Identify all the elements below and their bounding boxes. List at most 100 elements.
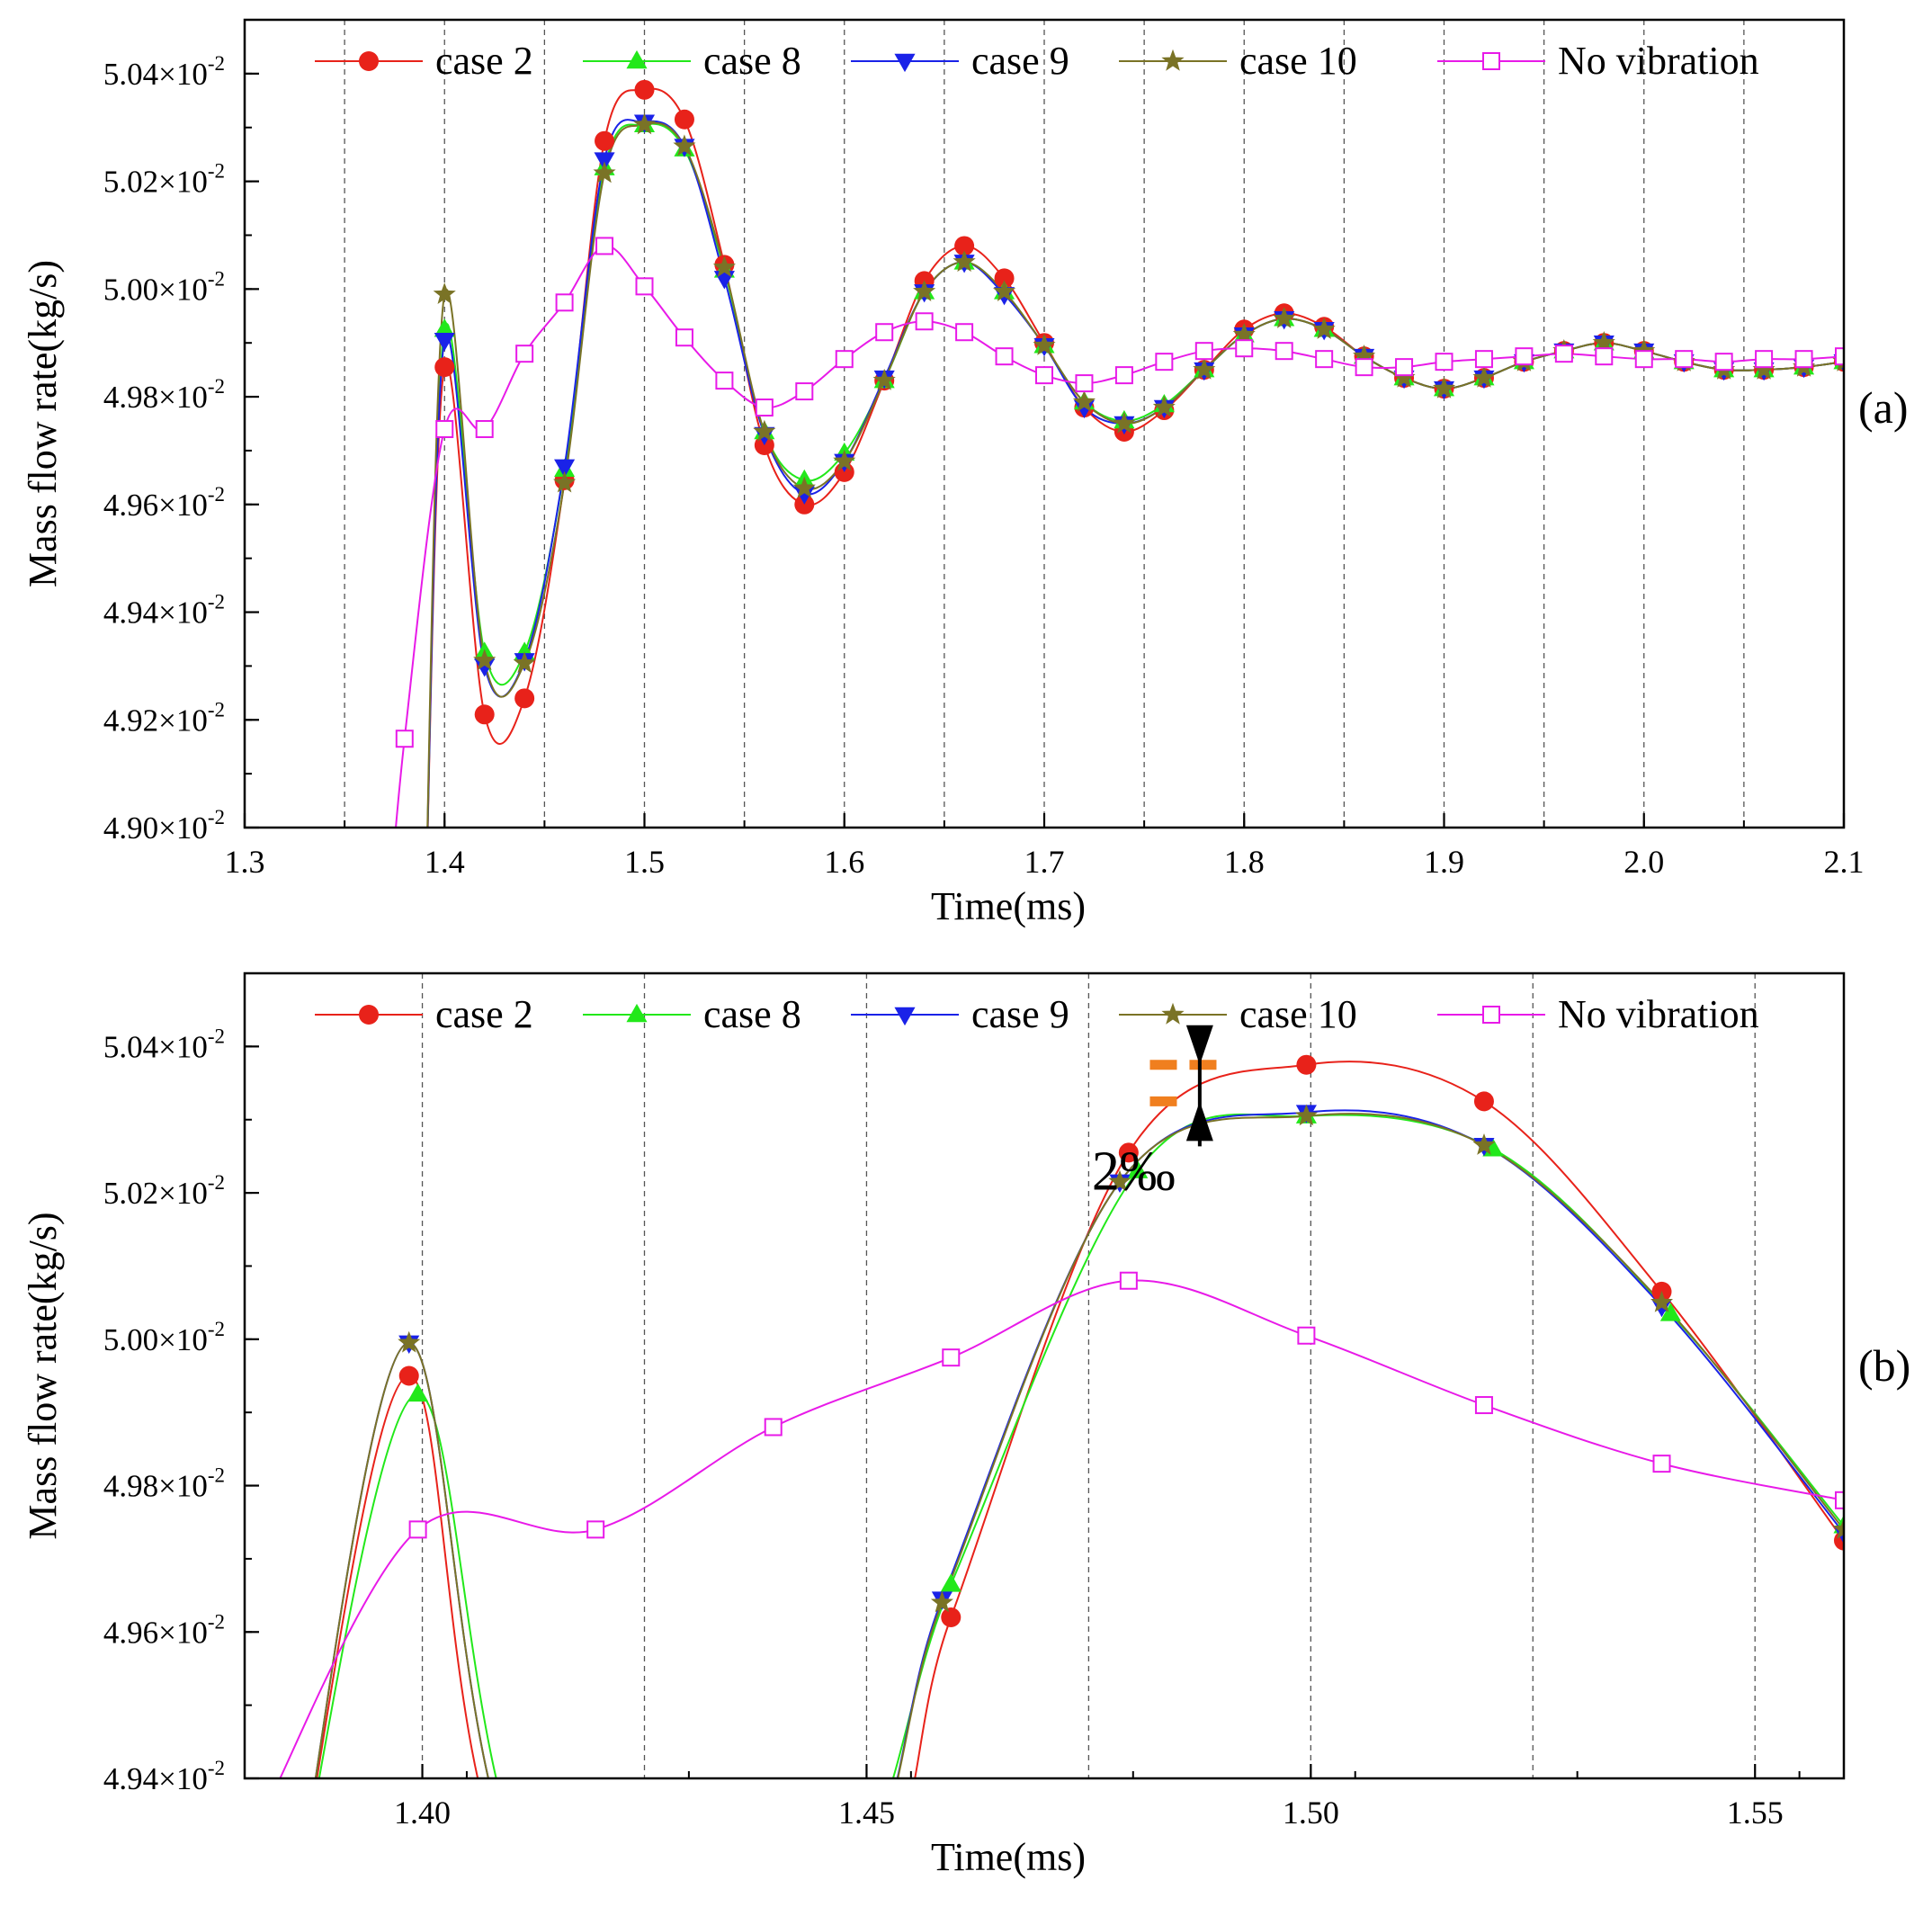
- data-point: [1595, 347, 1614, 366]
- y-tick-label: 5.02×10-2: [103, 1171, 225, 1211]
- plot-area: [279, 1054, 1844, 1778]
- data-point: [474, 704, 495, 725]
- data-point: [753, 419, 776, 442]
- data-point: [940, 1573, 962, 1592]
- data-point: [1472, 365, 1496, 388]
- y-tick-exponent: -2: [208, 52, 225, 75]
- data-point: [555, 293, 574, 312]
- data-point: [395, 730, 414, 748]
- data-point: [514, 688, 535, 709]
- data-point: [1432, 376, 1456, 398]
- data-point: [872, 368, 896, 390]
- legend-marker: [1161, 1002, 1185, 1025]
- panel-label: (b): [1858, 1340, 1910, 1391]
- series-line-no-vibration: [279, 1279, 1844, 1778]
- data-point: [1353, 345, 1376, 366]
- panel-label: (a): [1858, 382, 1909, 433]
- y-tick-label: 4.98×10-2: [103, 1464, 225, 1504]
- data-point: [835, 350, 854, 369]
- legend-label: case 2: [435, 992, 533, 1036]
- data-point: [1832, 1518, 1844, 1539]
- tolerance-annotation: 2‰: [1092, 1025, 1226, 1202]
- data-point: [1119, 1271, 1138, 1290]
- data-point: [434, 318, 455, 337]
- y-tick-exponent: -2: [208, 375, 225, 398]
- plot-frame: [243, 971, 1846, 1780]
- data-point: [1118, 1142, 1139, 1163]
- data-point: [1515, 347, 1534, 366]
- data-point: [675, 328, 693, 347]
- data-point: [995, 347, 1014, 366]
- x-tick-label: 1.5: [624, 844, 665, 880]
- data-point: [408, 1520, 427, 1539]
- data-point: [513, 651, 536, 674]
- y-tick-label: 4.96×10-2: [103, 1610, 225, 1650]
- data-point: [1108, 1169, 1131, 1192]
- data-point: [1472, 1133, 1496, 1155]
- data-point: [1395, 358, 1414, 377]
- y-tick-label: 5.04×10-2: [103, 1025, 225, 1064]
- y-tick-exponent: -2: [208, 1171, 225, 1194]
- data-point: [1294, 1104, 1318, 1126]
- series-markers-no-vibration: [395, 237, 1844, 748]
- data-point: [1114, 366, 1133, 385]
- y-tick-label: 4.94×10-2: [103, 591, 225, 631]
- legend-item-case-10: case 10: [1119, 992, 1357, 1036]
- legend-marker: [626, 49, 648, 69]
- data-point: [1632, 339, 1656, 361]
- x-axis-label: Time(ms): [931, 884, 1086, 928]
- data-point: [793, 486, 815, 505]
- plot-area: [394, 79, 1844, 828]
- y-axis-label: Mass flow rate(kg/s): [21, 260, 65, 587]
- data-point: [1273, 307, 1296, 328]
- data-point: [1714, 353, 1733, 372]
- y-axis-label: Mass flow rate(kg/s): [21, 1212, 65, 1539]
- y-tick-label: 4.90×10-2: [103, 806, 225, 846]
- data-point: [1650, 1290, 1674, 1312]
- data-point: [553, 470, 577, 493]
- data-point: [1474, 1396, 1493, 1415]
- data-point: [1073, 399, 1095, 419]
- series-line-case-10: [314, 1113, 1844, 1778]
- y-tick-exponent: -2: [208, 806, 225, 828]
- y-tick-exponent: -2: [208, 160, 225, 183]
- y-tick-exponent: -2: [208, 1318, 225, 1340]
- data-point: [595, 237, 614, 255]
- data-point: [1554, 345, 1573, 363]
- data-point: [1312, 318, 1336, 339]
- data-point: [993, 280, 1016, 301]
- annotation-label: 2‰: [1092, 1141, 1176, 1202]
- data-point: [515, 345, 534, 363]
- legend-label: case 2: [435, 39, 533, 83]
- legend-label: case 10: [1239, 39, 1357, 83]
- y-tick-label: 4.98×10-2: [103, 375, 225, 415]
- data-point: [755, 398, 774, 417]
- data-point: [435, 419, 454, 438]
- data-point: [554, 459, 576, 478]
- y-tick-exponent: -2: [208, 1757, 225, 1779]
- x-tick-label: 1.55: [1727, 1795, 1784, 1831]
- x-tick-label: 1.6: [824, 844, 864, 880]
- legend-marker: [359, 51, 379, 71]
- legend-item-case-2: case 2: [315, 39, 533, 83]
- series-line-case-2: [426, 87, 1844, 828]
- y-tick-exponent: -2: [208, 483, 225, 506]
- legend-item-case-8: case 8: [583, 39, 801, 83]
- data-point: [1235, 339, 1254, 358]
- legend-marker: [359, 1005, 379, 1025]
- data-point: [955, 323, 974, 342]
- series-markers-case-2: [398, 1054, 1844, 1627]
- x-tick-label: 1.4: [425, 844, 465, 880]
- data-point: [473, 649, 496, 671]
- data-point: [1659, 1303, 1681, 1321]
- y-tick-exponent: -2: [208, 1464, 225, 1487]
- legend-marker: [894, 53, 916, 73]
- data-point: [1315, 350, 1334, 369]
- data-point: [434, 357, 455, 378]
- legend-label: case 9: [971, 992, 1069, 1036]
- legend-item-no-vibration: No vibration: [1437, 39, 1759, 83]
- data-point: [1835, 1491, 1844, 1509]
- data-point: [674, 109, 694, 130]
- data-point: [474, 658, 496, 677]
- data-point: [595, 130, 615, 151]
